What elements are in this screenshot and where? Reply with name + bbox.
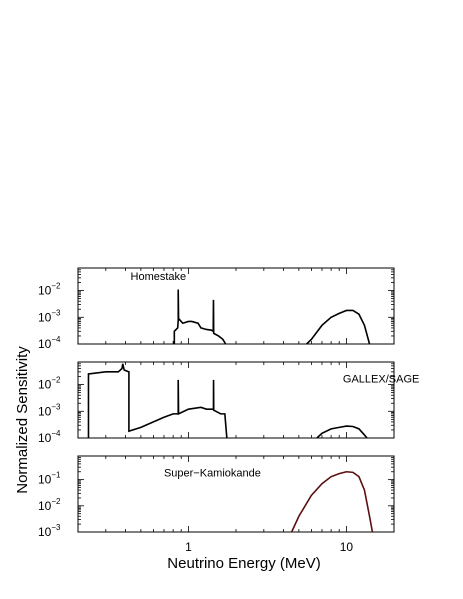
y-tick-label: 10−2 (38, 376, 61, 392)
x-tick-label: 1 (185, 540, 192, 554)
y-tick-label: 10−3 (38, 308, 61, 324)
series-curve-0-0 (173, 289, 227, 345)
y-tick-label: 10−2 (38, 497, 61, 513)
series-curve-1-0 (87, 363, 228, 439)
y-axis-title: Normalized Sensitivity (14, 346, 31, 494)
panel-label: GALLEX/SAGE (343, 373, 419, 385)
panel-frame (77, 267, 395, 345)
panel-label: Homestake (131, 271, 187, 283)
panel-0: 10−2 10−3 10−4 Homestake (38, 267, 395, 351)
y-tick-label: 10−3 (38, 402, 61, 418)
series-curve-2-0 (290, 470, 374, 533)
series-curve-1-1 (316, 425, 368, 439)
x-tick-label: 10 (340, 540, 354, 554)
panel-label: Super−Kamiokande (164, 468, 261, 480)
y-tick-label: 10−4 (38, 335, 61, 351)
y-tick-label: 10−4 (38, 429, 61, 445)
x-axis-title: Neutrino Energy (MeV) (167, 555, 320, 572)
x-tick-labels: 1 10 (185, 540, 353, 554)
series-curve-0-1 (306, 309, 371, 345)
panel-1: 10−2 10−3 10−4 GALLEX/SAGE (38, 361, 419, 445)
y-tick-label: 10−3 (38, 523, 61, 539)
y-tick-label: 10−1 (38, 471, 61, 487)
y-tick-label: 10−2 (38, 282, 61, 298)
panels-group: 10−2 10−3 10−4 Homestake 10−2 10−3 10−4 GALLEX/… (38, 267, 419, 539)
panel-2: 10−1 10−2 10−3 Super−Kamiokande (38, 455, 395, 539)
